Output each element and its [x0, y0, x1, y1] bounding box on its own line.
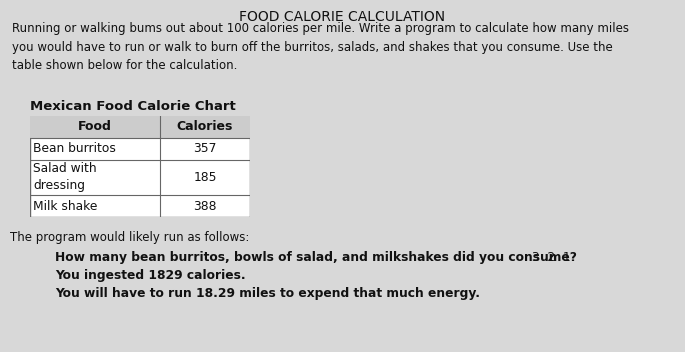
Text: Mexican Food Calorie Chart: Mexican Food Calorie Chart — [30, 100, 236, 113]
Text: You ingested 1829 calories.: You ingested 1829 calories. — [55, 269, 246, 282]
Bar — [30, 116, 250, 138]
Text: 185: 185 — [193, 171, 216, 184]
Text: The program would likely run as follows:: The program would likely run as follows: — [10, 231, 249, 244]
Text: Running or walking bums out about 100 calories per mile. Write a program to calc: Running or walking bums out about 100 ca… — [12, 22, 629, 72]
Text: Milk shake: Milk shake — [33, 200, 97, 213]
Text: 357: 357 — [193, 143, 216, 156]
Text: 3  2  1: 3 2 1 — [527, 251, 571, 264]
Text: 388: 388 — [193, 200, 216, 213]
Text: Food: Food — [78, 120, 112, 133]
Text: Bean burritos: Bean burritos — [33, 143, 116, 156]
Text: You will have to run 18.29 miles to expend that much energy.: You will have to run 18.29 miles to expe… — [55, 287, 480, 300]
Text: FOOD CALORIE CALCULATION: FOOD CALORIE CALCULATION — [240, 10, 445, 24]
Text: Calories: Calories — [177, 120, 233, 133]
Text: Salad with
dressing: Salad with dressing — [33, 163, 97, 193]
Text: How many bean burritos, bowls of salad, and milkshakes did you consume?: How many bean burritos, bowls of salad, … — [55, 251, 577, 264]
